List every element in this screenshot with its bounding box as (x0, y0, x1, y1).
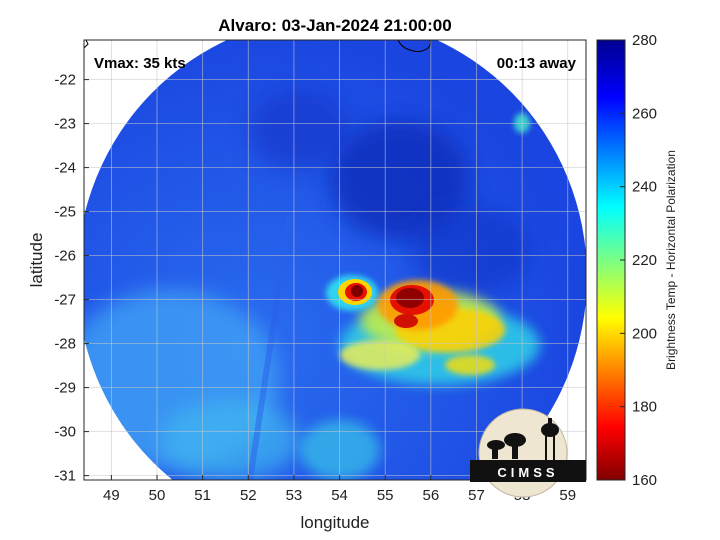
x-axis-label: longitude (300, 513, 369, 532)
x-tick-label: 59 (559, 487, 576, 504)
y-axis: -22 -23 -24 -25 -26 -27 -28 -29 -30 -31 (54, 72, 89, 485)
colorbar-tick-label: 260 (632, 105, 657, 122)
logo-text: CIMSS (497, 465, 558, 480)
y-axis-label: latitude (27, 233, 46, 288)
colorbar-tick-label: 280 (632, 32, 657, 49)
x-tick-label: 57 (468, 487, 485, 504)
x-tick-label: 51 (194, 487, 211, 504)
plot-frame (83, 39, 587, 481)
brightness-swath (84, 40, 586, 480)
x-tick-label: 53 (286, 487, 303, 504)
y-tick-label: -27 (54, 292, 76, 309)
colorbar-ticks: 280 260 240 220 200 180 160 (620, 32, 657, 489)
colorbar-tick-label: 220 (632, 252, 657, 269)
vmax-annotation: Vmax: 35 kts (94, 55, 186, 72)
y-tick-label: -24 (54, 160, 76, 177)
gridlines (84, 40, 586, 480)
colorbar-tick-label: 240 (632, 179, 657, 196)
x-tick-label: 55 (377, 487, 394, 504)
x-tick-label: 54 (331, 487, 348, 504)
y-tick-label: -26 (54, 248, 76, 265)
x-tick-label: 50 (149, 487, 166, 504)
x-tick-label: 52 (240, 487, 257, 504)
colorbar-tick-label: 180 (632, 399, 657, 416)
y-tick-label: -25 (54, 204, 76, 221)
colorbar-label: Brightness Temp - Horizontal Polarizatio… (664, 150, 678, 370)
chart-title: Alvaro: 03-Jan-2024 21:00:00 (218, 16, 451, 35)
y-tick-label: -28 (54, 336, 76, 353)
time-offset-annotation: 00:13 away (497, 55, 577, 72)
colorbar-tick-label: 160 (632, 472, 657, 489)
colorbar-tick-label: 200 (632, 325, 657, 342)
cimss-logo: CIMSS (470, 408, 586, 498)
y-tick-label: -30 (54, 424, 76, 441)
x-axis: 4950515253545556575859 (103, 475, 576, 504)
x-tick-label: 49 (103, 487, 120, 504)
y-tick-label: -22 (54, 72, 76, 89)
y-tick-label: -23 (54, 116, 76, 133)
x-tick-label: 56 (422, 487, 439, 504)
y-tick-label: -29 (54, 380, 76, 397)
y-tick-label: -31 (54, 468, 76, 485)
